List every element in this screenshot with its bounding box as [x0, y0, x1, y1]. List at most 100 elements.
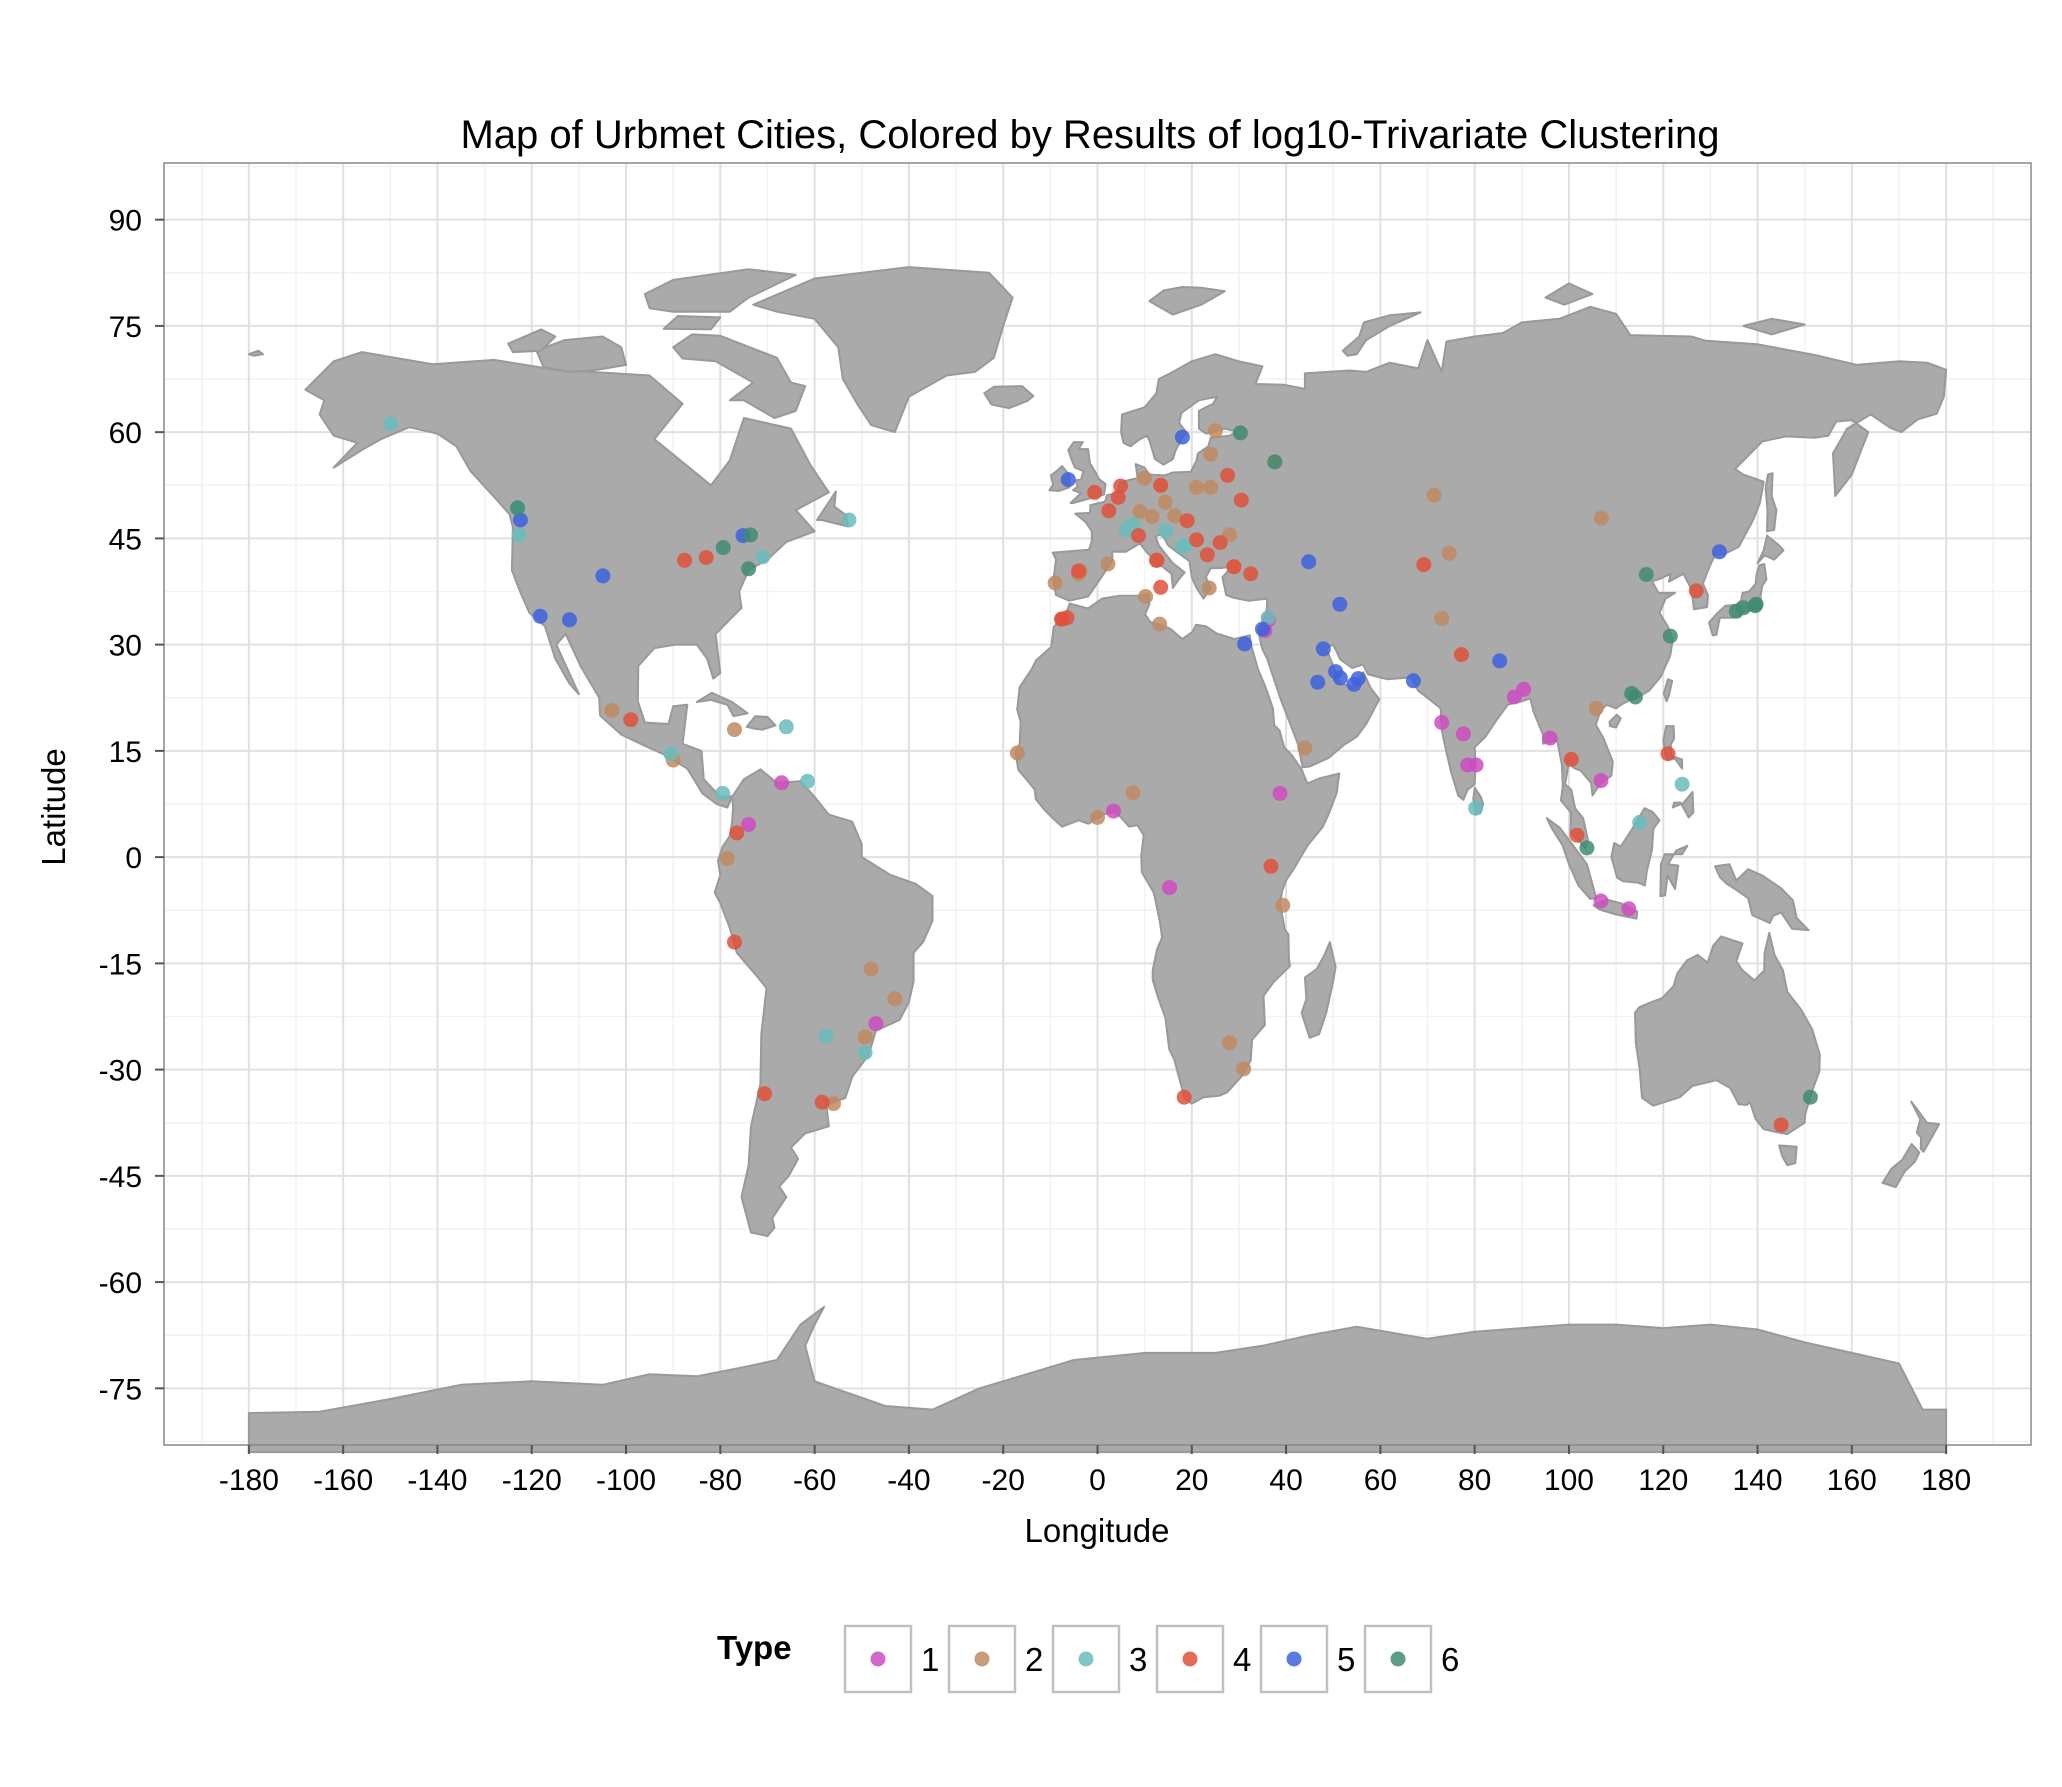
y-tick-label: 75 — [109, 311, 142, 344]
land-devon-banks-islands — [507, 328, 557, 354]
city-point-type-2 — [1144, 508, 1160, 524]
city-point-type-2 — [1090, 810, 1105, 825]
x-axis-title: Longitude — [1025, 1512, 1170, 1549]
city-point-type-2 — [1588, 700, 1604, 716]
x-tick-label: 160 — [1827, 1464, 1877, 1497]
legend-point-4 — [1182, 1651, 1198, 1667]
city-point-type-5 — [1237, 636, 1253, 652]
city-point-type-1 — [741, 817, 757, 832]
city-point-type-2 — [887, 991, 903, 1007]
land-new-zealand-s — [1881, 1143, 1921, 1189]
y-tick-label: -60 — [99, 1267, 142, 1300]
city-point-type-1 — [1455, 726, 1471, 742]
city-point-type-6 — [1662, 628, 1678, 644]
city-point-type-2 — [1137, 470, 1153, 486]
city-point-type-5 — [1350, 671, 1366, 687]
city-point-type-3 — [1158, 523, 1174, 539]
city-point-type-4 — [1071, 563, 1087, 579]
city-point-type-3 — [663, 746, 679, 762]
city-point-type-4 — [698, 550, 714, 565]
city-point-type-4 — [1416, 557, 1432, 573]
legend-point-3 — [1078, 1651, 1094, 1667]
land-hispaniola — [745, 715, 777, 731]
land-antarctica — [247, 1305, 1948, 1454]
x-tick-label: 60 — [1364, 1464, 1397, 1497]
city-point-type-4 — [1179, 513, 1195, 529]
city-point-type-4 — [1189, 532, 1204, 548]
city-point-type-2 — [1152, 616, 1168, 632]
city-point-type-6 — [1802, 1089, 1818, 1105]
y-tick-label: -75 — [99, 1373, 142, 1406]
city-point-type-6 — [1267, 454, 1283, 470]
city-point-type-6 — [1638, 567, 1654, 582]
city-point-type-4 — [1220, 467, 1236, 483]
x-tick-label: -120 — [502, 1464, 562, 1497]
city-point-type-6 — [510, 500, 526, 516]
city-point-type-2 — [1203, 479, 1219, 495]
city-point-type-1 — [1516, 681, 1532, 697]
y-tick-label: -15 — [99, 948, 142, 981]
city-point-type-4 — [757, 1086, 773, 1102]
city-point-type-2 — [863, 961, 879, 977]
land-baffin-island — [672, 333, 807, 419]
legend-point-6 — [1390, 1651, 1406, 1667]
city-point-type-6 — [1232, 425, 1248, 441]
city-point-type-1 — [1593, 893, 1609, 909]
x-tick-label: 80 — [1458, 1464, 1491, 1497]
city-point-type-5 — [1310, 674, 1326, 690]
city-point-type-4 — [1199, 547, 1215, 563]
city-point-type-1 — [1621, 901, 1637, 917]
city-point-type-3 — [1260, 610, 1276, 626]
city-point-type-6 — [743, 527, 758, 543]
city-point-type-4 — [1054, 611, 1070, 627]
land-greenland — [752, 266, 1014, 434]
legend-point-5 — [1286, 1651, 1302, 1667]
city-point-type-5 — [512, 512, 528, 528]
land-new-zealand-n — [1910, 1100, 1941, 1153]
city-point-type-6 — [1735, 600, 1751, 616]
city-point-type-5 — [532, 608, 548, 624]
city-point-type-4 — [1113, 478, 1129, 494]
x-tick-label: 120 — [1638, 1464, 1688, 1497]
city-point-type-4 — [1153, 477, 1169, 493]
city-point-type-1 — [1434, 715, 1450, 730]
x-tick-label: -160 — [313, 1464, 373, 1497]
city-point-type-3 — [778, 719, 794, 735]
city-point-type-4 — [727, 934, 742, 950]
city-point-type-3 — [383, 416, 399, 432]
city-point-type-4 — [1569, 827, 1585, 843]
city-point-type-2 — [719, 851, 735, 866]
legend-label-3: 3 — [1129, 1641, 1147, 1678]
city-point-type-4 — [1233, 492, 1249, 508]
city-point-type-3 — [1632, 814, 1648, 830]
land-hainan — [1608, 713, 1622, 729]
city-point-type-2 — [1275, 897, 1291, 913]
land-new-siberian-islands — [1742, 317, 1806, 336]
city-point-type-1 — [774, 775, 790, 791]
x-tick-label: -40 — [887, 1464, 930, 1497]
city-point-type-5 — [1060, 472, 1076, 488]
land-eurasia — [1051, 305, 1948, 849]
city-point-type-4 — [1110, 489, 1126, 505]
x-tick-label: 20 — [1175, 1464, 1208, 1497]
x-tick-label: -140 — [407, 1464, 467, 1497]
city-point-type-5 — [1255, 621, 1270, 637]
land-new-guinea — [1714, 863, 1810, 932]
legend-point-2 — [974, 1651, 990, 1667]
legend-point-1 — [870, 1651, 886, 1667]
x-tick-label: 100 — [1544, 1464, 1594, 1497]
city-point-type-3 — [715, 785, 731, 801]
y-tick-label: 60 — [109, 417, 142, 450]
city-point-type-5 — [595, 568, 611, 584]
city-point-type-2 — [1100, 556, 1116, 572]
y-tick-label: 0 — [125, 842, 142, 875]
city-point-type-4 — [1563, 751, 1579, 767]
legend-label-4: 4 — [1233, 1641, 1251, 1678]
city-point-type-2 — [604, 703, 620, 718]
land-svalbard — [1148, 286, 1226, 316]
land-south-america — [713, 768, 934, 1238]
land-north-america — [304, 351, 830, 809]
city-point-type-4 — [1773, 1117, 1789, 1133]
city-point-type-4 — [729, 825, 745, 841]
y-tick-label: 15 — [109, 736, 142, 769]
